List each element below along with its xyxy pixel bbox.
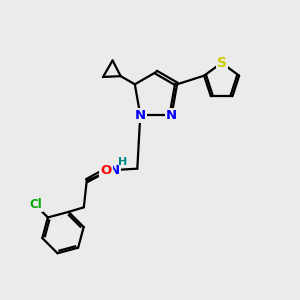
Text: O: O — [100, 164, 112, 177]
Text: H: H — [118, 157, 127, 167]
Text: N: N — [109, 164, 120, 177]
Text: N: N — [166, 109, 177, 122]
Text: Cl: Cl — [29, 198, 42, 211]
Text: N: N — [135, 109, 146, 122]
Text: S: S — [217, 56, 226, 70]
